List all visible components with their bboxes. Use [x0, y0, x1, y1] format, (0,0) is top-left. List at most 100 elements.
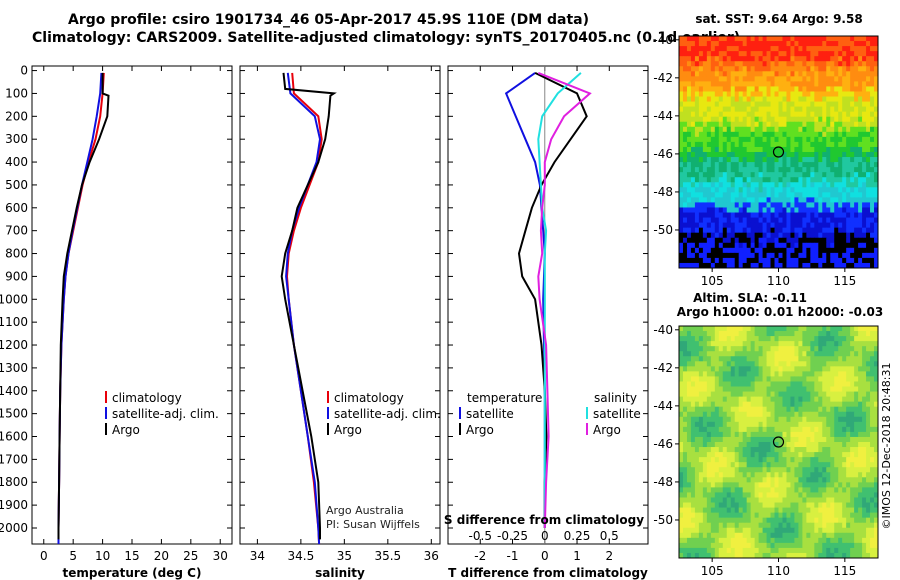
- map-cell: [710, 91, 716, 97]
- map-cell: [682, 116, 688, 123]
- map-cell: [679, 517, 684, 524]
- map-cell: [778, 512, 783, 519]
- map-cell: [862, 197, 867, 203]
- map-cell: [694, 331, 700, 337]
- map-cell: [702, 237, 708, 244]
- map-cell: [822, 522, 827, 529]
- map-cell: [710, 457, 716, 463]
- map-cell: [834, 192, 839, 198]
- map-cell: [806, 502, 811, 508]
- map-cell: [702, 487, 708, 493]
- map-cell: [838, 197, 843, 203]
- map-cell: [866, 406, 871, 413]
- map-cell: [830, 131, 835, 138]
- map-cell: [786, 172, 791, 178]
- map-cell: [679, 421, 684, 428]
- map-cell: [818, 396, 823, 403]
- map-cell: [782, 131, 787, 138]
- map-cell: [774, 96, 779, 102]
- map-cell: [866, 141, 871, 148]
- map-cell: [830, 507, 835, 514]
- map-cell: [714, 146, 720, 153]
- map-cell: [842, 532, 847, 539]
- map-cell: [822, 71, 827, 77]
- map-cell: [679, 36, 684, 42]
- map-cell: [830, 361, 835, 367]
- title-line-1: Argo profile: csiro 1901734_46 05-Apr-20…: [68, 12, 590, 28]
- map-cell: [866, 162, 871, 168]
- map-cell: [754, 51, 759, 57]
- map-cell: [822, 477, 827, 483]
- map-cell: [814, 426, 819, 433]
- map-cell: [826, 182, 831, 188]
- map-cell: [818, 331, 823, 337]
- map-cell: [758, 421, 763, 428]
- map-cell: [694, 152, 700, 158]
- map-cell: [758, 442, 763, 448]
- map-cell: [679, 56, 684, 62]
- map-cell: [862, 356, 867, 362]
- map-cell: [754, 242, 759, 249]
- map-cell: [770, 381, 775, 387]
- map-cell: [810, 111, 815, 118]
- map-cell: [770, 46, 775, 52]
- map-cell: [838, 406, 843, 413]
- map-cell: [746, 106, 752, 113]
- map-cell: [698, 162, 704, 168]
- map-cell: [826, 197, 831, 203]
- map-cell: [698, 406, 704, 413]
- map-cell: [838, 492, 843, 498]
- map-cell: [790, 487, 795, 493]
- map-cell: [802, 126, 807, 133]
- map-cell: [822, 341, 827, 347]
- map-cell: [726, 472, 732, 478]
- map-cell: [822, 182, 827, 188]
- map-cell: [798, 167, 803, 173]
- map-cell: [862, 71, 867, 77]
- map-cell: [774, 477, 779, 483]
- map-cell: [734, 326, 740, 332]
- map-cell: [846, 136, 851, 143]
- map-cell: [810, 341, 815, 347]
- map-cell: [806, 522, 811, 529]
- map-cell: [874, 497, 879, 503]
- map-cell: [810, 527, 815, 534]
- map-cell: [830, 162, 835, 168]
- map-cell: [742, 237, 748, 244]
- map-cell: [814, 71, 819, 77]
- map-cell: [858, 237, 863, 244]
- map-cell: [826, 436, 831, 443]
- map-cell: [746, 71, 752, 77]
- map-cell: [686, 442, 692, 448]
- map-cell: [826, 346, 831, 352]
- map-cell: [686, 331, 692, 337]
- map-cell: [810, 106, 815, 113]
- map-cell: [862, 532, 867, 539]
- map-cell: [738, 426, 744, 433]
- map-cell: [834, 262, 839, 269]
- map-cell: [870, 351, 875, 357]
- map-cell: [762, 51, 767, 57]
- map-cell: [806, 376, 811, 382]
- map-cell: [830, 547, 835, 554]
- map-cell: [690, 426, 696, 433]
- map-cell: [802, 202, 807, 208]
- map-cell: [750, 172, 756, 178]
- map-cell: [806, 252, 811, 259]
- map-cell: [686, 366, 692, 372]
- map-cell: [782, 326, 787, 332]
- map-cell: [794, 146, 799, 153]
- map-cell: [858, 416, 863, 423]
- map-cell: [858, 336, 863, 342]
- map-cell: [814, 56, 819, 62]
- map-cell: [770, 172, 775, 178]
- map-cell: [710, 351, 716, 357]
- map-cell: [746, 356, 752, 362]
- map-cell: [694, 46, 700, 52]
- map-cell: [806, 56, 811, 62]
- map-cell: [714, 346, 720, 352]
- map-cell: [802, 552, 807, 559]
- map-cell: [806, 361, 811, 367]
- map-cell: [822, 81, 827, 87]
- map-cell: [686, 326, 692, 332]
